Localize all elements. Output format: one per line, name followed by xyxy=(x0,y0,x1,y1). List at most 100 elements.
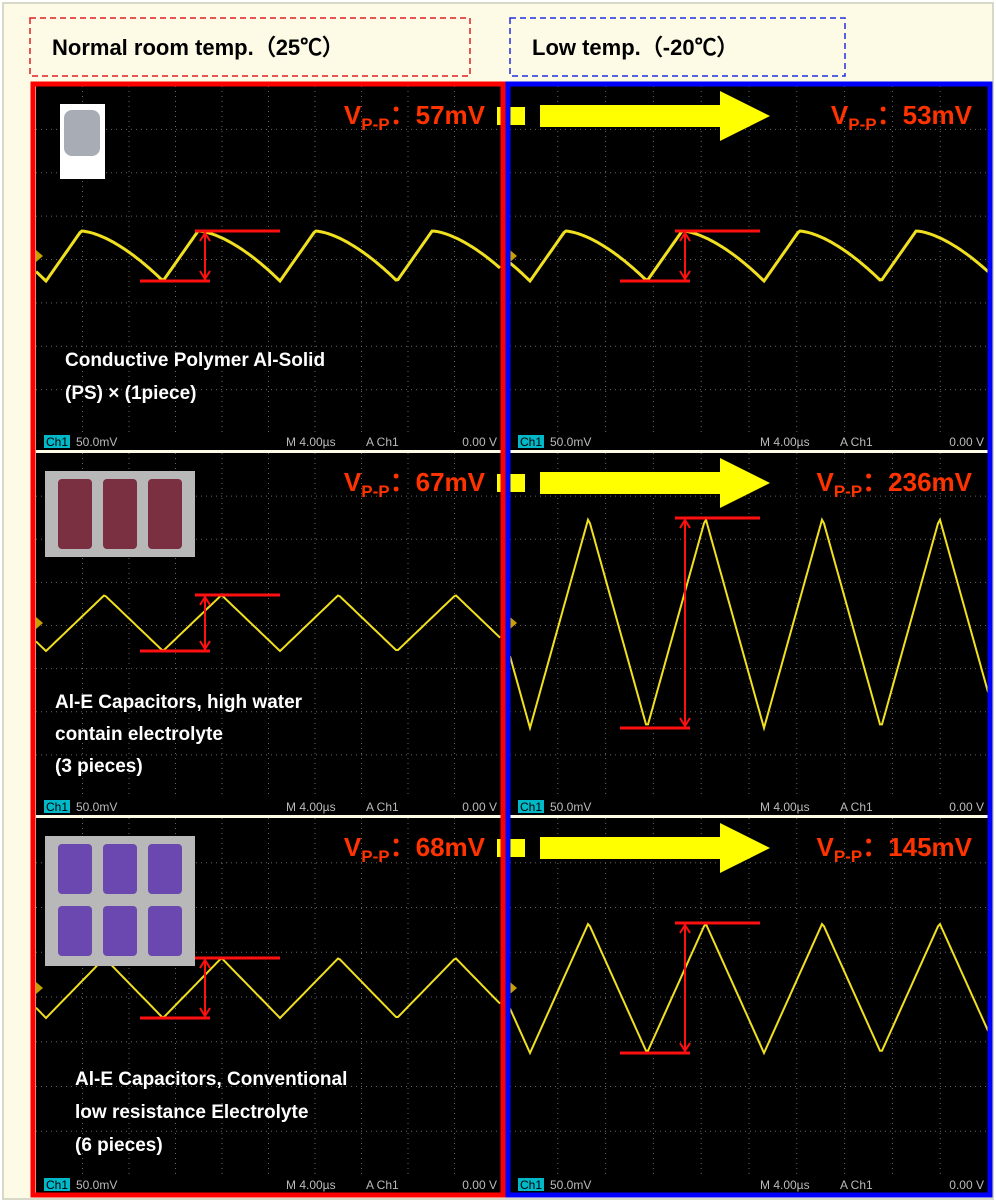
arrow xyxy=(540,91,770,141)
arrow-heads xyxy=(679,231,691,281)
waveform xyxy=(509,229,990,284)
status-bar xyxy=(36,798,501,815)
header-left: Normal room temp.（25℃） xyxy=(52,35,344,60)
channel-badge xyxy=(518,1178,544,1191)
ground-marker xyxy=(36,617,43,629)
capacitor xyxy=(58,479,92,549)
vpp-symbol: V xyxy=(344,467,362,497)
arrow-heads xyxy=(199,595,211,651)
caption: contain electrolyte xyxy=(55,724,223,745)
arrow-heads xyxy=(679,518,691,728)
capacitor xyxy=(103,479,137,549)
vpp-reading: ：57mV xyxy=(390,100,486,130)
frame-right xyxy=(505,81,993,1198)
vpp-label: VP-P：236mV xyxy=(816,467,972,501)
caption: low resistance Electrolyte xyxy=(75,1102,308,1123)
ground-marker xyxy=(510,250,517,262)
caption: Conductive Polymer Al-Solid xyxy=(65,350,325,371)
vpp-symbol: V xyxy=(816,467,834,497)
status-scale: 50.0mV xyxy=(550,1178,591,1192)
vpp-reading: ：53mV xyxy=(877,100,973,130)
vpp-symbol: V xyxy=(816,832,834,862)
capacitor xyxy=(103,844,137,894)
vpp-symbol: V xyxy=(344,832,362,862)
vpp-subscript: P-P xyxy=(361,847,389,866)
vpp-label: VP-P：68mV xyxy=(344,832,486,866)
arrow-heads xyxy=(199,958,211,1018)
status-timebase: M 4.00µs xyxy=(760,435,810,449)
arrow-heads xyxy=(199,231,211,281)
waveform xyxy=(35,957,501,1020)
status-level: 0.00 V xyxy=(462,435,497,449)
channel-badge xyxy=(518,435,544,448)
channel-badge xyxy=(44,435,70,448)
status-scale: 50.0mV xyxy=(76,435,117,449)
status-channel: Ch1 xyxy=(46,800,68,814)
scope-screen xyxy=(510,818,988,1193)
arrow xyxy=(540,823,770,873)
status-level: 0.00 V xyxy=(949,435,984,449)
vpp-label: VP-P：53mV xyxy=(831,100,973,134)
status-trigger: A Ch1 xyxy=(840,435,873,449)
status-trigger: A Ch1 xyxy=(366,800,399,814)
status-bar xyxy=(510,798,988,815)
status-trigger: A Ch1 xyxy=(366,1178,399,1192)
frame-left xyxy=(30,81,506,1198)
capacitor xyxy=(64,110,100,156)
vpp-label: VP-P：57mV xyxy=(344,100,486,134)
status-level: 0.00 V xyxy=(949,1178,984,1192)
capacitor xyxy=(148,906,182,956)
ground-marker xyxy=(36,982,43,994)
caption: Al-E Capacitors, high water xyxy=(55,692,303,713)
status-bar xyxy=(36,1176,501,1193)
capacitor xyxy=(58,844,92,894)
waveform xyxy=(509,517,989,732)
header-box-left xyxy=(29,17,471,77)
vpp-subscript: P-P xyxy=(848,115,876,134)
vpp-subscript: P-P xyxy=(361,482,389,501)
caption: (PS) × (1piece) xyxy=(65,383,196,404)
vpp-subscript: P-P xyxy=(834,847,862,866)
arrow-heads xyxy=(679,923,691,1053)
status-timebase: M 4.00µs xyxy=(760,1178,810,1192)
status-bar xyxy=(510,1176,988,1193)
channel-badge xyxy=(44,800,70,813)
caption: Al-E Capacitors, Conventional xyxy=(75,1069,347,1090)
status-timebase: M 4.00µs xyxy=(286,1178,336,1192)
vpp-subscript: P-P xyxy=(361,115,389,134)
vpp-reading: ：236mV xyxy=(862,467,972,497)
vpp-symbol: V xyxy=(831,100,849,130)
vpp-reading: ：68mV xyxy=(390,832,486,862)
waveform xyxy=(35,594,501,653)
capacitor xyxy=(58,906,92,956)
status-channel: Ch1 xyxy=(46,1178,68,1192)
status-scale: 50.0mV xyxy=(76,1178,117,1192)
status-timebase: M 4.00µs xyxy=(286,800,336,814)
status-level: 0.00 V xyxy=(949,800,984,814)
ground-marker xyxy=(510,617,517,629)
status-bar xyxy=(36,433,501,450)
status-channel: Ch1 xyxy=(46,435,68,449)
header-box-right xyxy=(509,17,846,77)
status-channel: Ch1 xyxy=(520,1178,542,1192)
status-trigger: A Ch1 xyxy=(366,435,399,449)
waveform xyxy=(509,922,989,1056)
vpp-subscript: P-P xyxy=(834,482,862,501)
capacitor xyxy=(103,906,137,956)
vpp-label: VP-P：145mV xyxy=(816,832,972,866)
status-channel: Ch1 xyxy=(520,435,542,449)
status-timebase: M 4.00µs xyxy=(286,435,336,449)
caption: (6 pieces) xyxy=(75,1135,163,1156)
status-bar xyxy=(510,433,988,450)
status-level: 0.00 V xyxy=(462,1178,497,1192)
ground-marker xyxy=(36,250,43,262)
vpp-symbol: V xyxy=(344,100,362,130)
caption: (3 pieces) xyxy=(55,756,143,777)
capacitor xyxy=(148,844,182,894)
panels: Ch1 50.0mV M 4.00µs A Ch1 0.00 VVP-P：57mVCh1… xyxy=(34,86,990,1193)
status-level: 0.00 V xyxy=(462,800,497,814)
vpp-reading: ：67mV xyxy=(390,467,486,497)
status-channel: Ch1 xyxy=(520,800,542,814)
vpp-reading: ：145mV xyxy=(862,832,972,862)
